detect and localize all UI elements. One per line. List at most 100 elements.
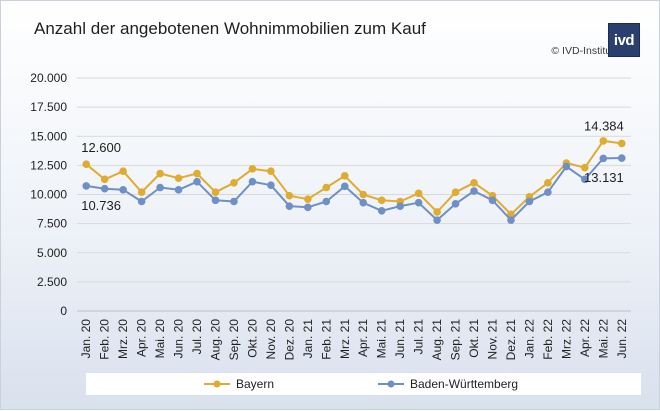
data-point-bayern <box>248 165 257 173</box>
x-tick-label: Nov. 21 <box>486 319 500 360</box>
data-point-bayern <box>581 163 589 172</box>
data-point-bayern <box>230 179 238 187</box>
data-label: 14.384 <box>584 118 624 133</box>
data-point-bw <box>488 196 497 205</box>
legend-swatch-bw <box>378 380 404 388</box>
data-point-bayern <box>304 195 312 203</box>
data-point-bayern <box>414 189 423 198</box>
series-line-bw <box>86 157 622 222</box>
data-point-bayern <box>267 167 275 175</box>
data-point-bw <box>581 175 589 184</box>
data-point-bw <box>285 202 294 210</box>
data-point-bayern <box>285 191 294 200</box>
legend-label-bw: Baden-Württemberg <box>410 377 519 391</box>
data-point-bayern <box>322 183 331 192</box>
x-tick-label: Jan. 22 <box>522 319 536 359</box>
data-point-bayern <box>507 210 515 219</box>
x-tick-label: Jan. 20 <box>79 319 93 359</box>
data-point-bw <box>359 198 368 207</box>
data-point-bayern <box>100 175 109 184</box>
data-point-bw <box>599 154 608 163</box>
data-label: 12.600 <box>81 140 121 155</box>
data-point-bayern <box>377 196 386 205</box>
x-tick-label: Jan. 21 <box>301 319 315 359</box>
legend-swatch-bayern <box>204 380 230 388</box>
y-tick-label: 12.500 <box>30 158 67 172</box>
copyright-note: © IVD-Institut <box>551 45 614 57</box>
data-point-bw <box>433 216 441 224</box>
x-tick-label: Jun. 20 <box>172 319 186 359</box>
data-point-bw <box>156 183 164 192</box>
data-point-bw <box>377 207 386 215</box>
x-tick-label: Mrz. 21 <box>338 319 352 359</box>
data-point-bayern <box>617 139 626 148</box>
x-tick-label: Feb. 22 <box>541 319 555 360</box>
chart-legend: Bayern Baden-Württemberg <box>86 373 641 395</box>
data-point-bw <box>451 200 460 208</box>
x-tick-label: Nov. 20 <box>264 319 278 360</box>
data-point-bw <box>119 186 127 194</box>
data-label: 13.131 <box>584 170 624 185</box>
data-point-bayern <box>82 160 91 169</box>
data-point-bw <box>470 187 478 195</box>
data-point-bw <box>525 197 534 206</box>
x-tick-label: Mrz. 22 <box>559 319 573 359</box>
x-tick-label: Feb. 20 <box>98 319 112 360</box>
series-line-bayern <box>85 139 622 216</box>
y-tick-label: 20.000 <box>30 71 67 85</box>
x-tick-label: Mai. 20 <box>153 319 167 359</box>
y-tick-label: 15.000 <box>30 129 67 143</box>
data-point-bw <box>544 188 552 196</box>
data-point-bw <box>174 186 183 194</box>
data-point-bw <box>414 198 423 207</box>
x-tick-label: Jun. 22 <box>615 319 629 359</box>
data-point-bayern <box>174 174 183 182</box>
logo-text: ivd <box>613 31 635 49</box>
legend-item-bayern: Bayern <box>204 376 274 392</box>
data-point-bayern <box>359 190 368 199</box>
chart-title: Anzahl der angebotenen Wohnimmobilien zu… <box>34 19 426 38</box>
data-point-bw <box>340 182 349 191</box>
data-point-bw <box>137 197 146 206</box>
x-tick-label: Jul. 21 <box>412 319 426 355</box>
x-tick-label: Dez. 21 <box>504 319 518 361</box>
ivd-logo: ivd <box>608 23 640 57</box>
x-tick-label: Mai. 22 <box>596 319 610 359</box>
data-point-bw <box>100 184 109 193</box>
data-point-bw <box>211 196 220 205</box>
data-point-bayern <box>544 179 552 187</box>
data-point-bayern <box>193 169 201 178</box>
x-tick-label: Sep. 20 <box>227 319 241 361</box>
y-tick-label: 5.000 <box>37 246 67 260</box>
x-tick-label: Jun. 21 <box>393 319 407 359</box>
data-point-bayern <box>433 208 441 216</box>
data-point-bw <box>396 202 404 210</box>
data-point-bayern <box>451 188 460 196</box>
y-tick-label: 2.500 <box>37 275 67 289</box>
x-tick-label: Feb. 21 <box>319 319 333 360</box>
x-tick-label: Apr. 21 <box>356 319 370 357</box>
data-point-bw <box>617 154 626 162</box>
x-tick-label: Jul. 20 <box>190 319 204 355</box>
data-point-bw <box>322 197 331 206</box>
data-point-bayern <box>156 169 164 178</box>
y-tick-label: 10.000 <box>30 188 67 202</box>
x-tick-label: Sep. 21 <box>449 319 463 361</box>
x-tick-label: Dez. 20 <box>282 319 296 361</box>
data-point-bw <box>304 203 312 212</box>
data-point-bw <box>193 177 201 186</box>
data-point-bayern <box>211 188 220 196</box>
data-point-bw <box>267 181 275 189</box>
data-point-bw <box>507 216 515 224</box>
legend-label-bayern: Bayern <box>236 377 275 391</box>
y-tick-label: 17.500 <box>30 100 67 114</box>
x-tick-label: Apr. 22 <box>578 319 592 357</box>
data-point-bayern <box>137 188 146 196</box>
data-point-bayern <box>119 167 127 175</box>
data-point-bw <box>248 177 257 186</box>
x-tick-label: Mai. 21 <box>375 319 389 359</box>
x-tick-label: Okt. 21 <box>467 319 481 358</box>
y-tick-label: 7.500 <box>37 217 67 231</box>
